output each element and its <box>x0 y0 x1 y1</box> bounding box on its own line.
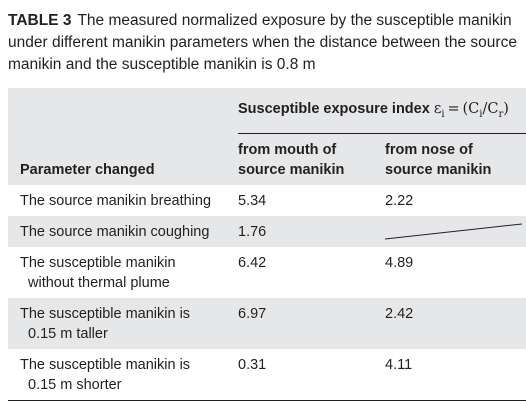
row-label-line: The susceptible manikin <box>20 255 176 271</box>
column-header-line: from nose of <box>385 142 473 158</box>
value-cell: 2.22 <box>385 193 414 209</box>
value-cell: 2.42 <box>385 306 414 322</box>
column-header-line: source manikin <box>385 162 492 178</box>
value-cell: 4.89 <box>385 255 414 271</box>
row-label: The susceptible manikin without thermal p… <box>20 253 176 293</box>
row-label-line: 0.15 m shorter <box>28 377 122 393</box>
caption-text: The measured normalized exposure by the … <box>8 12 517 73</box>
caption: TABLE 3 The measured normalized exposure … <box>8 10 520 76</box>
group-rule <box>238 133 526 134</box>
row-label-line: without thermal plume <box>28 275 170 291</box>
group-header: Susceptible exposure index εi = (Ci/Cr) <box>238 99 509 125</box>
column-header: from mouth of source manikin <box>238 140 344 180</box>
formula-part: r <box>498 108 504 120</box>
row-background <box>8 298 526 349</box>
row-label: The susceptible manikin is 0.15 m taller <box>20 304 190 344</box>
column-header-line: Parameter changed <box>20 162 155 178</box>
row-label-line: The source manikin breathing <box>20 193 212 209</box>
formula-part: i <box>479 108 483 120</box>
empty-cell-slash <box>385 223 523 240</box>
value-cell: 5.34 <box>238 193 267 209</box>
row-label: The source manikin coughing <box>20 222 209 242</box>
row-label: The susceptible manikin is 0.15 m shorter <box>20 355 190 395</box>
header-background <box>8 88 526 185</box>
row-background <box>8 216 526 247</box>
column-header: from nose of source manikin <box>385 140 491 180</box>
group-header-text: Susceptible exposure index <box>238 101 430 117</box>
row-label: The source manikin breathing <box>20 191 211 211</box>
column-header: Parameter changed <box>20 160 155 180</box>
row-label-line: 0.15 m taller <box>28 326 108 342</box>
value-cell: 0.31 <box>238 357 267 373</box>
formula: εi = (Ci/Cr) <box>433 101 509 120</box>
column-header-line: source manikin <box>238 162 345 178</box>
value-cell: 4.11 <box>385 357 413 373</box>
formula-part: = (C <box>444 101 480 117</box>
formula-part: ) <box>503 101 509 117</box>
formula-part: ε <box>433 101 442 117</box>
row-label-line: The source manikin coughing <box>20 224 210 240</box>
value-cell: 1.76 <box>238 224 267 240</box>
formula-part: /C <box>482 101 499 117</box>
row-label-line: The susceptible manikin is <box>20 306 191 322</box>
value-cell: 6.42 <box>238 255 267 271</box>
value-cell: 6.97 <box>238 306 267 322</box>
slash <box>385 223 523 240</box>
formula-part: i <box>441 108 445 120</box>
table-bottom-rule <box>8 400 526 401</box>
row-label-line: The susceptible manikin is <box>20 357 191 373</box>
column-header-line: from mouth of <box>238 142 337 158</box>
caption-label: TABLE 3 <box>8 12 72 29</box>
